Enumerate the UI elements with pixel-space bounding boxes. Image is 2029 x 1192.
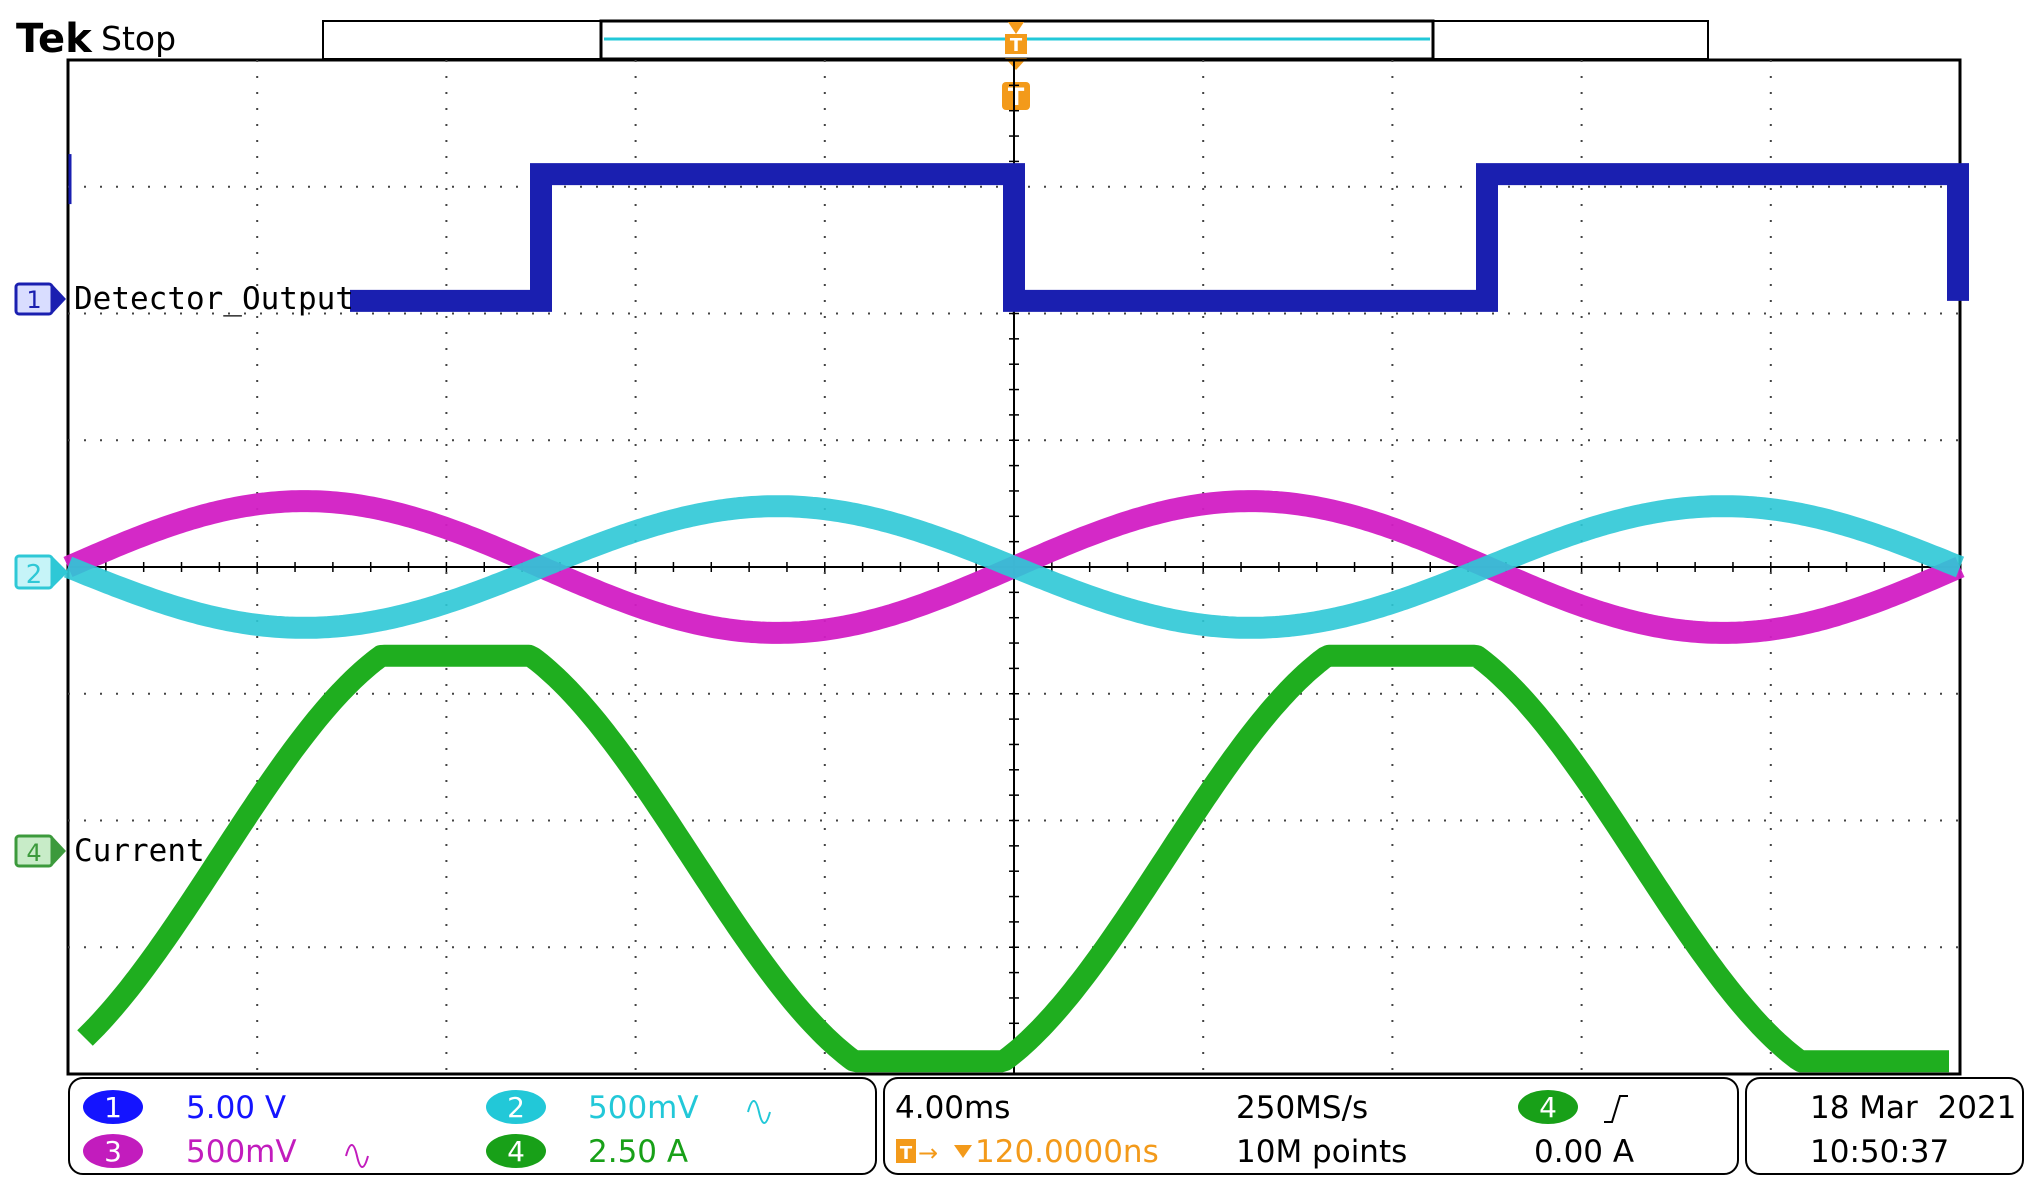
ch3-sine-icon <box>345 1144 369 1168</box>
ch2-scale-value: 500mV <box>588 1090 699 1126</box>
ch4-waveform <box>77 644 1956 1073</box>
ch1-marker[interactable]: 1 <box>14 282 66 316</box>
ch1-label: Detector_Output <box>74 281 354 317</box>
ch3-scale-readout[interactable]: 3 500mV <box>83 1134 369 1170</box>
timebase-readout[interactable]: 4.00ms <box>895 1090 1010 1126</box>
ch3-scale-value: 500mV <box>186 1134 297 1170</box>
ch1-marker-number: 1 <box>26 286 41 314</box>
ch2-scale-badge: 2 <box>507 1091 525 1124</box>
date-readout: 18 Mar 2021 <box>1810 1090 2016 1126</box>
time-readout: 10:50:37 <box>1810 1134 1949 1170</box>
trigger-readout[interactable]: 4 0.00 A <box>1518 1090 1634 1170</box>
brand-logo: Tek <box>16 16 93 62</box>
rising-edge-icon <box>1604 1095 1628 1123</box>
trigger-level: 0.00 A <box>1534 1134 1634 1170</box>
trigger-offset-icon-label: T <box>900 1143 913 1164</box>
sample-rate: 250MS/s <box>1236 1090 1368 1126</box>
ch4-scale-badge: 4 <box>507 1135 525 1168</box>
trigger-source-badge: 4 <box>1539 1091 1557 1124</box>
trigger-marker-label: T <box>1008 83 1025 111</box>
ch1-scale-badge: 1 <box>104 1091 122 1124</box>
arrow-icon: → <box>918 1139 938 1167</box>
trigger-offset-readout[interactable]: T → 120.0000ns <box>896 1134 1159 1170</box>
ch2-marker[interactable]: 2 <box>14 554 68 590</box>
trigger-offset-value: 120.0000ns <box>975 1134 1159 1170</box>
trigger-marker-top-label: T <box>1010 35 1023 56</box>
ch2-scale-readout[interactable]: 2 500mV <box>486 1090 771 1126</box>
ch1-scale-readout[interactable]: 1 5.00 V <box>83 1090 286 1126</box>
waveforms <box>63 154 1969 1073</box>
bottom-status-panel <box>68 1077 2024 1175</box>
ch3-scale-badge: 3 <box>104 1135 122 1168</box>
ch4-marker[interactable]: 4 <box>14 834 66 868</box>
ch2-sine-icon <box>747 1100 771 1124</box>
trigger-point-marker[interactable]: T <box>1002 82 1030 111</box>
ch2-marker-number: 2 <box>26 560 43 590</box>
ch2-waveform <box>63 495 1965 639</box>
ch4-scale-readout[interactable]: 4 2.50 A <box>486 1134 688 1170</box>
ch1-waveform <box>350 163 1969 312</box>
ch4-scale-value: 2.50 A <box>588 1134 688 1170</box>
ch1-scale-value: 5.00 V <box>186 1090 286 1126</box>
record-length: 10M points <box>1236 1134 1407 1170</box>
trigger-down-icon <box>954 1145 972 1158</box>
ch4-marker-number: 4 <box>26 839 41 867</box>
run-state: Stop <box>101 19 176 58</box>
ch4-label: Current <box>74 833 205 869</box>
